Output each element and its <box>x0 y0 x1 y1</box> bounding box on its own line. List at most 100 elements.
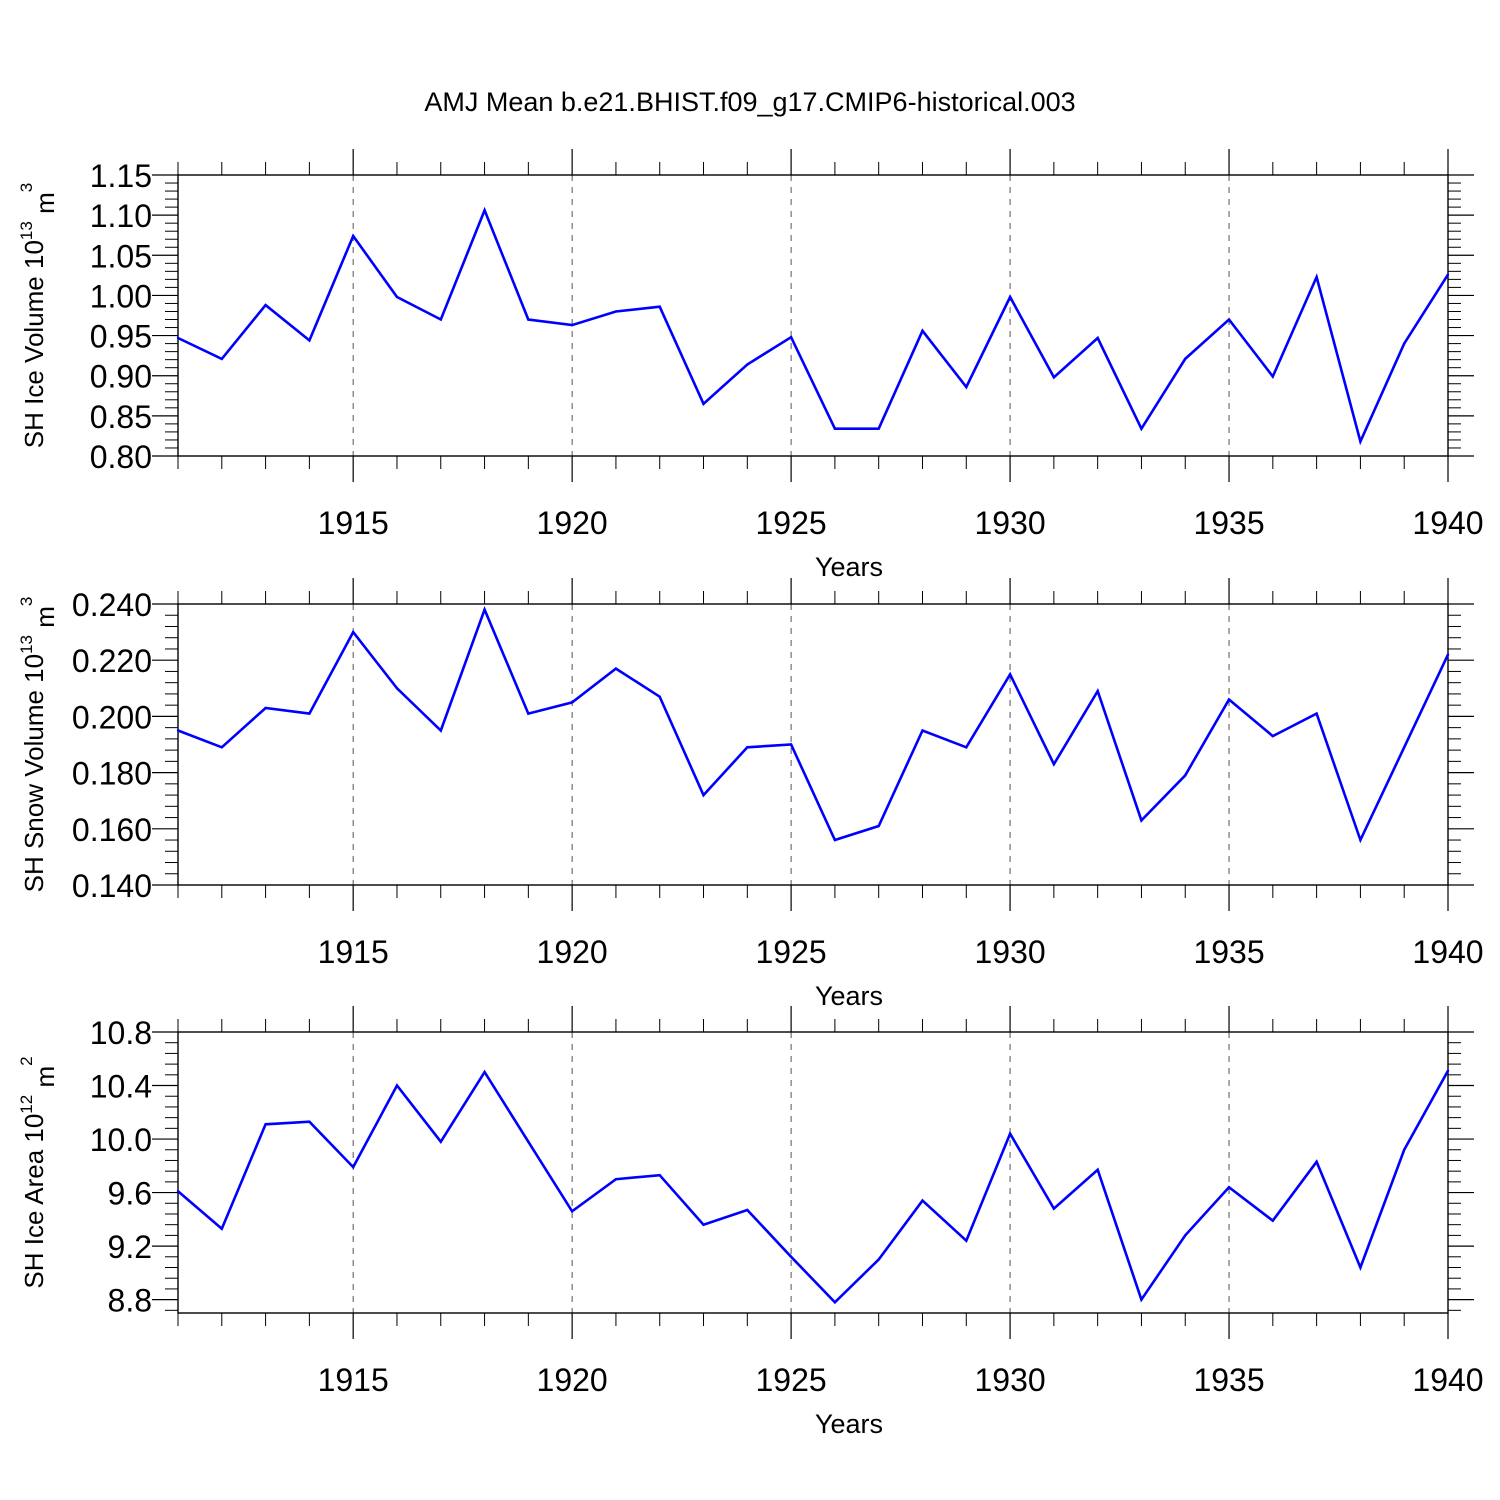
data-point <box>1315 1160 1318 1163</box>
data-point <box>483 209 486 212</box>
y-axis-label-unit: m <box>30 1066 60 1095</box>
data-point <box>1359 1266 1362 1269</box>
x-tick-label: 1925 <box>756 1362 827 1398</box>
data-point <box>1403 342 1406 345</box>
y-tick-label: 1.05 <box>90 238 152 274</box>
data-point <box>877 1258 880 1261</box>
data-point <box>176 729 180 732</box>
data-point <box>439 1140 442 1143</box>
data-point <box>614 667 618 670</box>
y-tick-label: 0.180 <box>72 756 152 792</box>
y-tick-label: 10.0 <box>90 1122 152 1158</box>
data-point <box>1227 698 1231 701</box>
data-point <box>1227 1186 1231 1189</box>
y-tick-label: 10.8 <box>90 1015 152 1051</box>
y-axis-label-superscript: 13 <box>17 635 36 654</box>
y-tick-label: 0.95 <box>90 319 152 355</box>
data-point <box>1008 673 1012 676</box>
data-point <box>483 1070 486 1074</box>
x-tick-label: 1915 <box>318 934 389 970</box>
data-point <box>1096 336 1099 340</box>
data-series-line <box>177 206 1450 446</box>
data-point <box>614 1177 618 1181</box>
plot-frame <box>177 1031 1449 1314</box>
data-point <box>264 1123 267 1126</box>
data-point <box>351 234 355 238</box>
x-tick-label: 1930 <box>974 505 1045 541</box>
data-point <box>965 385 968 389</box>
data-point <box>1140 819 1143 822</box>
data-point <box>1052 1207 1056 1210</box>
data-point <box>308 1120 311 1123</box>
data-point <box>1403 1148 1406 1151</box>
data-point <box>527 1140 530 1143</box>
y-axis-label: SH Ice Volume 1013 m3 <box>17 183 60 448</box>
data-point <box>264 303 267 307</box>
x-axis-label: Years <box>815 552 883 582</box>
y-axis-label-superscript: 3 <box>17 183 36 192</box>
data-point <box>570 1210 574 1213</box>
data-point <box>308 339 311 342</box>
data-point <box>1096 689 1099 693</box>
data-point <box>395 1084 399 1087</box>
x-tick-label: 1940 <box>1412 934 1483 970</box>
data-point <box>351 630 355 634</box>
data-point <box>1008 1132 1012 1135</box>
y-axis-label-superscript: 12 <box>17 1095 36 1114</box>
data-point <box>395 687 399 690</box>
x-axis-label: Years <box>815 981 883 1011</box>
x-tick-label: 1930 <box>974 934 1045 970</box>
panels: 0.80 0.85 0.90 0.95 1.00 1.05 1.10 1.15 1915 1920… <box>17 149 1484 1439</box>
data-point <box>965 1239 968 1242</box>
data-point <box>1271 1219 1275 1222</box>
y-tick-label: 0.85 <box>90 399 152 435</box>
data-point <box>702 1223 705 1226</box>
data-point <box>570 701 574 704</box>
data-point <box>527 318 530 321</box>
chart-panel-2: 0.140 0.160 0.180 0.200 0.220 0.240 1915 1920 19… <box>17 578 1484 1011</box>
y-tick-label: 9.2 <box>108 1229 152 1265</box>
data-point <box>308 712 311 715</box>
data-point <box>439 729 442 732</box>
y-axis-label: SH Ice Area 1012 m2 <box>17 1056 60 1288</box>
data-point <box>1052 762 1056 766</box>
y-axis-label-superscript: 13 <box>17 221 36 240</box>
data-point <box>789 1255 793 1259</box>
data-point <box>1140 1298 1143 1301</box>
x-tick-label: 1935 <box>1193 934 1264 970</box>
data-point <box>176 336 180 340</box>
data-point <box>1184 357 1187 361</box>
data-point <box>921 729 924 732</box>
y-tick-label: 0.220 <box>72 643 152 679</box>
data-point <box>833 1301 837 1304</box>
y-tick-label: 0.240 <box>72 587 152 623</box>
data-series-line <box>177 606 1450 844</box>
y-tick-label: 1.10 <box>90 198 152 234</box>
data-point <box>1008 295 1012 299</box>
data-point <box>789 335 793 339</box>
data-point <box>1446 653 1450 656</box>
data-point <box>1227 318 1231 321</box>
data-point <box>746 1208 749 1212</box>
y-tick-label: 0.140 <box>72 868 152 904</box>
y-axis-label-superscript: 3 <box>17 597 36 606</box>
data-point <box>176 1190 180 1193</box>
y-axis-label-text: SH Snow Volume 10 <box>19 654 49 892</box>
data-point <box>1315 712 1318 715</box>
plot-frame <box>177 603 1449 886</box>
data-point <box>877 824 880 828</box>
data-point <box>1403 746 1406 749</box>
x-tick-label: 1935 <box>1193 505 1264 541</box>
x-axis-label: Years <box>815 1409 883 1439</box>
data-point <box>789 743 793 746</box>
plot-frame <box>177 174 1449 457</box>
data-point <box>746 746 749 749</box>
y-tick-label: 0.200 <box>72 699 152 735</box>
y-axis-label-unit: m <box>30 606 60 635</box>
data-point <box>351 1165 355 1169</box>
data-point <box>1359 440 1362 443</box>
data-point <box>1271 375 1275 378</box>
data-point <box>1446 1069 1450 1073</box>
data-point <box>220 1227 223 1230</box>
